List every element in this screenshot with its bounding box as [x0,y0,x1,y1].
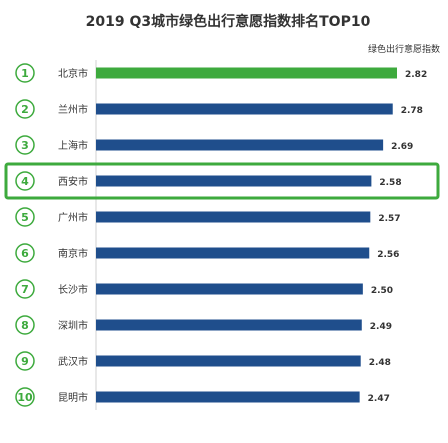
bar [96,355,361,367]
rank-circle [15,387,35,407]
value-label: 2.49 [370,322,392,332]
rank-number: 5 [21,211,29,224]
rank-circle [15,279,35,299]
rank-circle [15,243,35,263]
category-label: 兰州市 [58,103,88,116]
bar [96,211,371,223]
rank-number: 10 [17,391,33,404]
value-label: 2.50 [371,286,393,296]
value-label: 2.57 [378,214,400,224]
bar [96,103,393,115]
rank-number: 3 [21,139,29,152]
category-label: 昆明市 [58,391,88,404]
highlight-box [4,162,440,200]
value-label: 2.58 [379,178,401,188]
rank-number: 1 [21,67,29,80]
category-label: 武汉市 [58,355,88,368]
value-label: 2.48 [369,358,391,368]
bar [96,283,363,295]
rank-circle [15,207,35,227]
category-label: 北京市 [58,67,88,80]
value-label: 2.56 [377,250,399,260]
category-label: 南京市 [58,247,88,260]
bar [96,67,397,79]
rank-circle [15,99,35,119]
category-label: 广州市 [58,211,88,224]
bars-layer: 1 北京市 2.82 2 兰州市 2.78 3 上海市 2.69 4 西安市 2.58 5 广州市 2.57… [4,63,440,407]
category-label: 上海市 [58,139,88,152]
category-label: 长沙市 [58,283,88,296]
chart-title: 2019 Q3城市绿色出行意愿指数排名TOP10 [86,13,371,30]
rank-circle [15,315,35,335]
rank-number: 4 [21,175,29,188]
bar [96,247,370,259]
rank-circle [15,63,35,83]
category-label: 西安市 [58,175,88,188]
bar [96,139,384,151]
value-label: 2.47 [368,394,390,404]
rank-number: 2 [21,103,29,116]
value-label: 2.78 [401,106,423,116]
value-label: 2.82 [405,70,427,80]
rank-circle [15,171,35,191]
rank-circle [15,351,35,371]
rank-number: 8 [21,319,29,332]
rank-circle [15,135,35,155]
bar [96,319,362,331]
rank-number: 6 [21,247,29,260]
rank-number: 7 [21,283,29,296]
rank-number: 9 [21,355,29,368]
category-label: 深圳市 [58,319,88,332]
legend-label: 绿色出行意愿指数 [368,43,440,55]
bar [96,175,372,187]
value-label: 2.69 [391,142,413,152]
bar [96,391,360,403]
